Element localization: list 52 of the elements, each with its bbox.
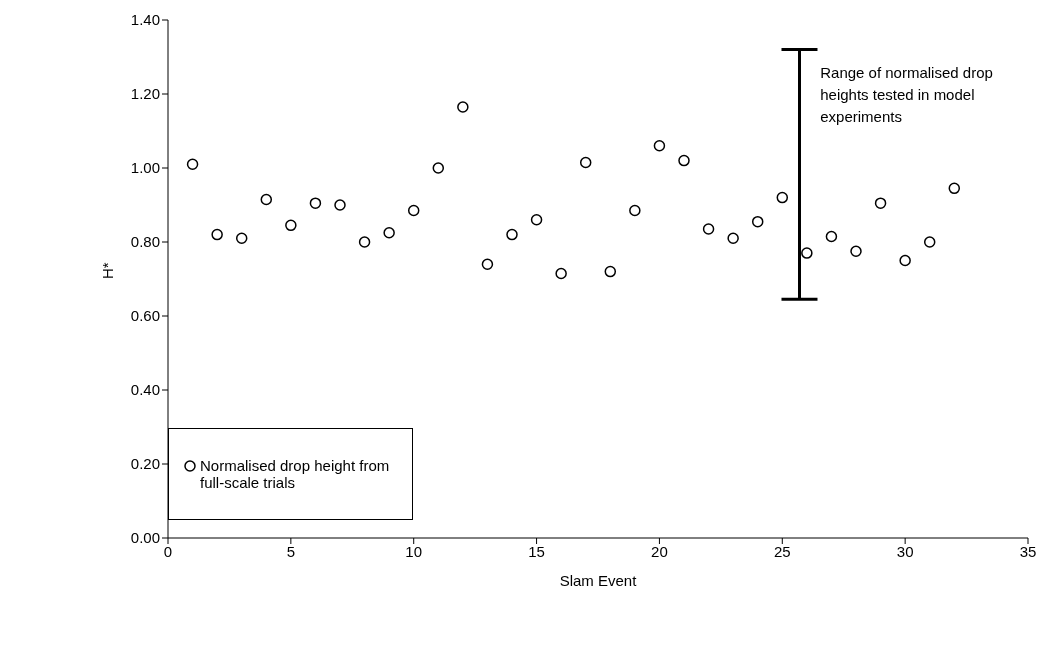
point <box>604 265 617 278</box>
x-tick-label: 25 <box>773 542 791 560</box>
point <box>358 236 371 248</box>
point <box>334 199 346 211</box>
point <box>235 232 248 245</box>
y-axis-title: H* <box>99 262 117 279</box>
point <box>776 191 789 204</box>
y-tick-label: 0.60 <box>130 307 160 325</box>
x-tick-label: 35 <box>1019 542 1037 560</box>
point <box>555 267 567 280</box>
x-tick-label: 15 <box>528 542 545 560</box>
point <box>751 215 764 228</box>
point <box>899 254 911 267</box>
point <box>850 245 862 257</box>
point <box>457 101 469 113</box>
y-tick-label: 0.00 <box>130 529 160 547</box>
x-tick-label: 10 <box>405 542 423 560</box>
legend-label: Normalised drop height from full-scale trials <box>200 457 391 491</box>
point <box>309 197 322 209</box>
y-tick-label: 0.80 <box>130 233 160 251</box>
point <box>530 214 543 226</box>
y-tick-label: 0.40 <box>130 381 160 399</box>
x-tick-label: 0 <box>163 542 173 560</box>
x-tick-label: 20 <box>651 542 668 560</box>
point <box>211 228 223 241</box>
point <box>948 182 961 195</box>
point <box>874 197 887 209</box>
point <box>506 228 518 241</box>
annotation: Range of normalised drop heights tested in model experiments <box>820 63 994 128</box>
y-tick-label: 1.00 <box>130 159 160 177</box>
point <box>481 258 494 270</box>
x-axis-title: Slam Event <box>559 572 638 589</box>
point <box>678 154 690 167</box>
x-tick-label: 30 <box>896 542 914 560</box>
point <box>285 219 297 232</box>
point <box>825 230 838 243</box>
point <box>629 204 641 217</box>
point <box>432 162 445 174</box>
point <box>727 232 739 245</box>
y-tick-label: 0.20 <box>130 455 160 473</box>
y-tick-label: 1.40 <box>130 11 160 29</box>
point <box>260 193 273 206</box>
point <box>383 227 395 239</box>
point <box>653 140 666 152</box>
point <box>801 247 813 259</box>
point <box>923 236 936 248</box>
point <box>407 204 420 217</box>
y-tick-label: 1.20 <box>130 85 160 103</box>
x-tick-label: 5 <box>286 542 296 560</box>
point <box>702 223 715 235</box>
point <box>579 156 592 169</box>
point <box>186 158 199 171</box>
